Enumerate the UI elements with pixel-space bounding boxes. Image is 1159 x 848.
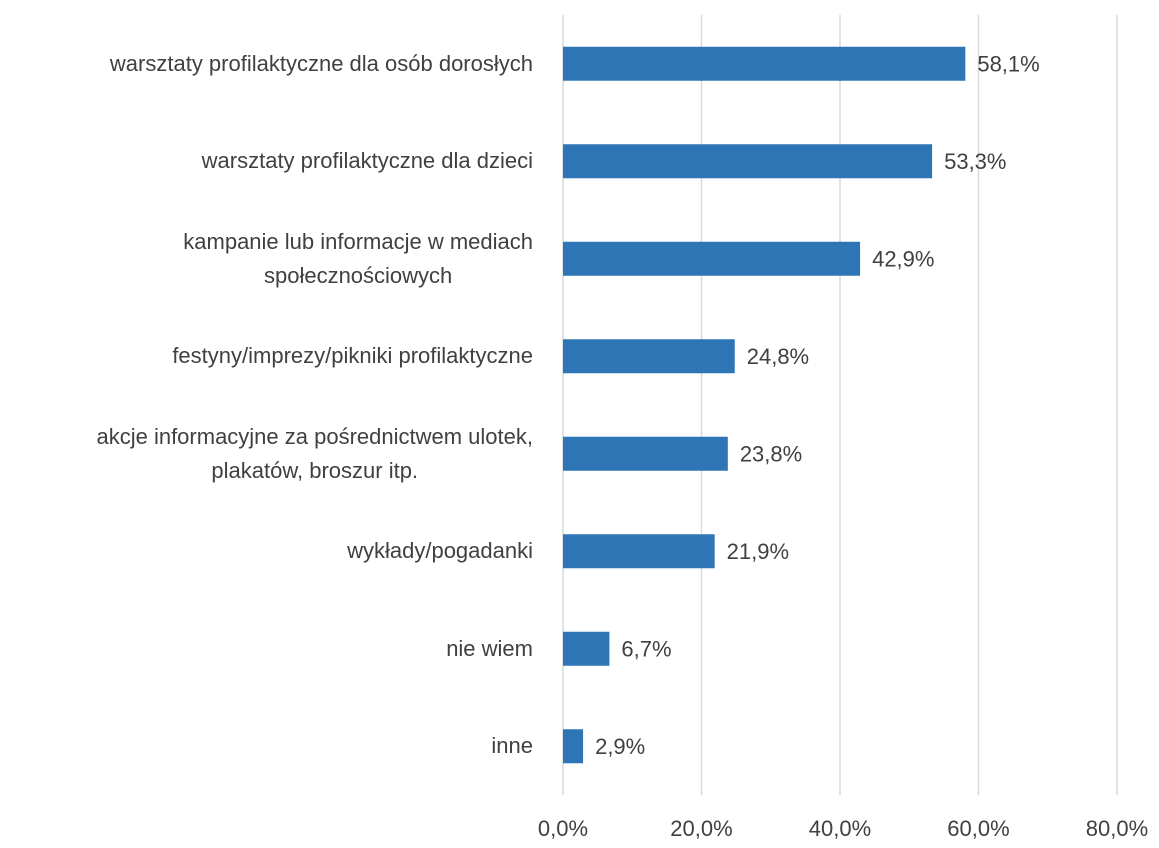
bar — [563, 339, 735, 374]
x-tick-label: 60,0% — [947, 816, 1009, 841]
x-tick-label: 20,0% — [670, 816, 732, 841]
bar — [563, 436, 728, 471]
value-label: 21,9% — [727, 539, 789, 564]
category-label: nie wiem — [446, 635, 533, 661]
value-label: 42,9% — [872, 247, 934, 272]
value-label: 24,8% — [747, 344, 809, 369]
value-label: 58,1% — [977, 52, 1039, 77]
category-label: festyny/imprezy/pikniki profilaktyczne — [172, 343, 533, 369]
category-label: warsztaty profilaktyczne dla dzieci — [201, 148, 533, 174]
x-tick-label: 80,0% — [1086, 816, 1148, 841]
category-label: kampanie lub informacje w mediach społec… — [183, 228, 533, 288]
value-label: 23,8% — [740, 442, 802, 467]
bar — [563, 631, 610, 666]
category-label: akcje informacyjne za pośrednictwem ulot… — [96, 423, 533, 483]
value-label: 53,3% — [944, 149, 1006, 174]
bar — [563, 241, 861, 276]
bar — [563, 534, 715, 569]
bar — [563, 144, 933, 179]
category-label: warsztaty profilaktyczne dla osób dorosł… — [109, 50, 533, 76]
value-label: 6,7% — [621, 637, 671, 662]
x-tick-label: 0,0% — [538, 816, 588, 841]
x-tick-label: 40,0% — [809, 816, 871, 841]
bar — [563, 46, 966, 81]
value-label: 2,9% — [595, 734, 645, 759]
category-label: wykłady/pogadanki — [347, 538, 533, 564]
bar — [563, 729, 584, 764]
category-label: inne — [491, 733, 533, 759]
